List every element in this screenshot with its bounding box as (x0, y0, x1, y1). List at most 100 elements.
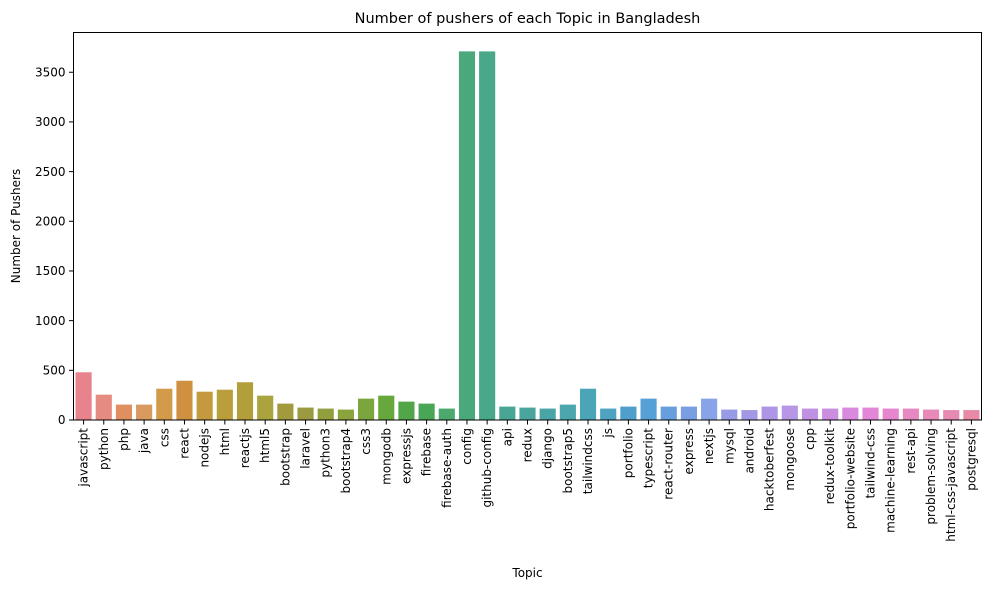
x-tick-label: rest-api (904, 428, 918, 474)
bar-api (499, 406, 516, 420)
bar-reactjs (236, 382, 254, 420)
bar-python (95, 394, 112, 420)
bar-typescript (640, 398, 657, 420)
bar-html-css-javascript (943, 410, 960, 420)
x-tick-label: php (117, 428, 131, 451)
y-axis: 0 500 1000 1500 2000 2500 3000 3500 (35, 65, 74, 427)
bar-php (115, 404, 133, 420)
bar-java (136, 404, 153, 420)
bar-firebase-auth (438, 408, 455, 420)
x-tick-label: bootstrap (278, 428, 292, 486)
bar-expressjs (398, 401, 415, 420)
bar-config (458, 51, 476, 420)
x-tick-label: html (218, 428, 232, 455)
bar-javascript (75, 372, 92, 420)
x-tick-label: android (742, 428, 756, 474)
x-tick-label: python3 (319, 428, 333, 478)
x-tick-label: firebase-auth (440, 428, 454, 508)
x-tick-label: machine-learning (884, 428, 898, 533)
bar-postgresql (963, 410, 980, 420)
x-tick-label: html5 (258, 428, 272, 463)
y-tick-label: 2500 (35, 165, 66, 179)
x-tick-label: problem-solving (924, 428, 938, 525)
bar-redux-toolkit (822, 408, 839, 420)
y-tick-label: 3500 (35, 65, 66, 79)
y-tick-label: 500 (43, 364, 66, 378)
bar-redux (519, 407, 536, 420)
x-tick-label: nextjs (702, 428, 716, 464)
x-tick-label: bootstrap5 (561, 428, 575, 494)
x-tick-label: python (97, 428, 111, 470)
x-tick-label: django (541, 428, 555, 469)
x-tick-label: typescript (642, 428, 656, 489)
bar-portfolio-website (842, 407, 859, 420)
bar-cpp (801, 408, 819, 420)
bar-react-router (660, 406, 677, 420)
x-tick-label: hacktoberfest (763, 428, 777, 511)
x-tick-label: css (157, 428, 171, 447)
x-tick-label: tailwind-css (864, 428, 878, 499)
bar-android (741, 410, 758, 420)
bar-mongoose (781, 405, 798, 420)
x-tick-label: config (460, 428, 474, 465)
bar-laravel (297, 407, 314, 420)
bar-js (600, 408, 617, 420)
bar-firebase (418, 403, 435, 420)
bar-nextjs (701, 398, 718, 420)
x-tick-label: css3 (359, 428, 373, 455)
x-tick-label: github-config (480, 428, 494, 508)
bar-mysql (721, 409, 738, 420)
x-tick-label: firebase (420, 428, 434, 476)
x-tick-label: portfolio (621, 428, 635, 478)
x-tick-label: api (500, 428, 514, 446)
x-tick-label: react (177, 428, 191, 459)
bar-html5 (257, 395, 274, 420)
y-tick-label: 1000 (35, 314, 66, 328)
bar-html (216, 389, 233, 420)
x-tick-label: js (601, 428, 615, 439)
bar-bootstrap4 (337, 409, 354, 420)
x-tick-label: expressjs (399, 428, 413, 484)
bar-express (680, 406, 697, 420)
bar-nodejs (196, 391, 213, 420)
bar-python3 (317, 408, 334, 420)
bar-css3 (358, 398, 375, 420)
y-tick-label: 1500 (35, 264, 66, 278)
x-tick-label: postgresql (964, 428, 978, 491)
x-tick-label: mongoose (783, 428, 797, 491)
x-tick-label: bootstrap4 (339, 428, 353, 494)
bar-tailwindcss (579, 388, 597, 420)
x-tick-label: redux (521, 428, 535, 462)
bar-github-config (479, 51, 496, 420)
x-tick-label: redux-toolkit (823, 428, 837, 505)
chart-title: Number of pushers of each Topic in Bangl… (355, 11, 701, 27)
bar-mongodb (378, 395, 395, 420)
x-tick-label: mysql (722, 428, 736, 464)
x-axis-label: Topic (511, 566, 542, 580)
bar-bootstrap5 (559, 404, 576, 420)
x-tick-label: nodejs (198, 428, 212, 468)
x-tick-label: laravel (299, 428, 313, 469)
x-tick-label: react-router (662, 428, 676, 500)
x-tick-label: html-css-javascript (944, 428, 958, 542)
plot-frame (73, 32, 982, 421)
x-tick-label: mongodb (379, 428, 393, 485)
bars (75, 51, 980, 420)
x-tick-label: cpp (803, 428, 817, 450)
x-axis: javascript python php java css react nodejs htm… (77, 420, 978, 542)
y-tick-label: 0 (58, 413, 66, 427)
bar-react (176, 380, 193, 420)
y-tick-label: 3000 (35, 115, 66, 129)
bar-django (539, 408, 556, 420)
bar-rest-api (902, 408, 919, 420)
y-tick-label: 2000 (35, 214, 66, 228)
bar-hacktoberfest (761, 406, 778, 420)
x-tick-label: tailwindcss (581, 428, 595, 494)
bar-tailwind-css (862, 407, 879, 420)
x-tick-label: javascript (77, 428, 91, 488)
bar-problem-solving (922, 409, 940, 420)
x-tick-label: java (137, 428, 151, 454)
bar-portfolio (620, 406, 637, 420)
x-tick-label: express (682, 428, 696, 474)
